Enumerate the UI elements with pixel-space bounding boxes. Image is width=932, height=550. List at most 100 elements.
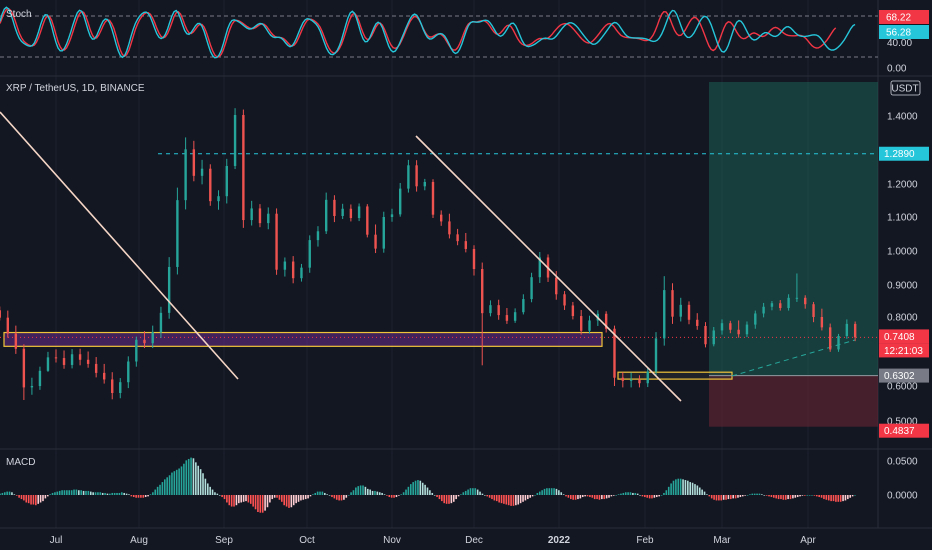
macd-bar: [596, 495, 598, 500]
macd-bar: [543, 488, 546, 495]
candle-body: [671, 290, 674, 317]
candle-body: [192, 149, 196, 176]
candle-body: [6, 317, 10, 334]
price-tick-label: 1.4000: [887, 112, 918, 123]
macd-bar: [641, 495, 644, 497]
macd-bar: [624, 492, 627, 495]
macd-bar: [565, 495, 567, 497]
macd-bar: [11, 492, 13, 495]
candle-body: [646, 371, 649, 384]
macd-bar: [648, 495, 651, 499]
macd-bar: [746, 495, 749, 496]
macd-bar: [550, 488, 553, 495]
macd-bar: [1, 492, 4, 495]
macd-bar: [343, 495, 345, 500]
price-axis[interactable]: 1.4000 1.2000 1.1000 1.0000 0.9000 0.8000 0.60…: [887, 38, 918, 502]
candle-body: [423, 181, 426, 187]
price-tick-label: 0.6000: [887, 382, 918, 393]
macd-bar: [780, 495, 782, 500]
macd-bar: [429, 490, 431, 495]
macd-bar: [617, 494, 620, 495]
trendline-1[interactable]: [0, 111, 239, 380]
price-tag-bg: [879, 146, 929, 161]
macd-bar: [720, 495, 723, 501]
macd-bar: [737, 495, 739, 498]
macd-bar: [187, 458, 190, 495]
macd-bar: [799, 495, 801, 497]
macd-bar: [818, 495, 820, 498]
macd-bar: [589, 495, 591, 498]
macd-bar: [281, 495, 283, 502]
macd-bar: [56, 491, 59, 495]
macd-bar: [796, 495, 799, 498]
macd-bar: [634, 492, 637, 495]
macd-bar: [839, 495, 842, 502]
time-tick-label: Sep: [215, 535, 233, 546]
macd-bar: [324, 492, 326, 495]
macd-bar: [827, 495, 830, 501]
macd-bar: [725, 495, 727, 500]
macd-bar: [152, 492, 154, 495]
macd-bar: [307, 495, 309, 499]
macd-bar: [667, 486, 670, 495]
price-tick-label: 0.5000: [887, 417, 918, 428]
candle-body: [663, 290, 666, 339]
stoch-k-line: [0, 6, 856, 59]
macd-bar: [722, 495, 725, 500]
macd-bar: [290, 495, 293, 508]
currency-badge[interactable]: [890, 80, 921, 96]
macd-bar: [708, 495, 711, 497]
macd-bar: [92, 492, 94, 495]
macd-bar: [529, 495, 531, 498]
candle-body: [390, 214, 394, 217]
macd-bar: [660, 495, 663, 496]
candle-body: [795, 297, 799, 299]
candle-body: [111, 379, 114, 393]
macd-bar: [259, 495, 262, 513]
macd-bar: [710, 495, 713, 499]
macd-bar: [751, 493, 754, 495]
macd-bar: [794, 495, 797, 498]
macd-bar: [393, 495, 395, 498]
support-zone-box[interactable]: [3, 331, 603, 347]
macd-bar: [240, 495, 243, 503]
candle-body: [316, 231, 320, 241]
macd-bar: [462, 492, 465, 495]
macd-bar: [854, 495, 856, 496]
candle-body: [200, 168, 204, 176]
macd-bar: [741, 495, 744, 497]
stoch-value-tag-bg: [879, 10, 929, 24]
candle-body: [341, 208, 344, 217]
macd-bar: [58, 490, 61, 495]
macd-bar: [567, 495, 570, 498]
price-tick-label: 1.0000: [887, 247, 918, 258]
candle-body: [349, 208, 353, 219]
candle-body: [696, 319, 699, 326]
macd-bar: [266, 495, 269, 508]
macd-bar: [801, 495, 804, 496]
macd-bar: [581, 495, 584, 498]
macd-bar: [18, 495, 20, 498]
macd-bar: [154, 489, 157, 495]
macd-bar: [304, 495, 307, 500]
macd-bar: [519, 495, 522, 504]
macd-bar: [612, 495, 615, 496]
macd-bar: [562, 494, 565, 495]
trendline-2[interactable]: [415, 135, 682, 402]
candle-body: [333, 199, 336, 217]
macd-bar: [808, 495, 811, 496]
candle-body: [812, 304, 815, 317]
macd-bar: [770, 495, 773, 498]
time-axis[interactable]: Jul Aug Sep Oct Nov Dec 2022 Feb Mar Apr: [50, 535, 817, 546]
candle-body: [720, 323, 724, 331]
candle-body: [522, 299, 525, 313]
macd-bar: [78, 490, 80, 495]
macd-bar: [835, 495, 837, 502]
long-position-tool[interactable]: [709, 82, 878, 427]
macd-bar: [121, 492, 123, 495]
macd-bar: [787, 495, 789, 500]
time-tick-label: Feb: [636, 535, 654, 546]
macd-bar: [517, 495, 520, 505]
macd-bar: [204, 478, 207, 495]
